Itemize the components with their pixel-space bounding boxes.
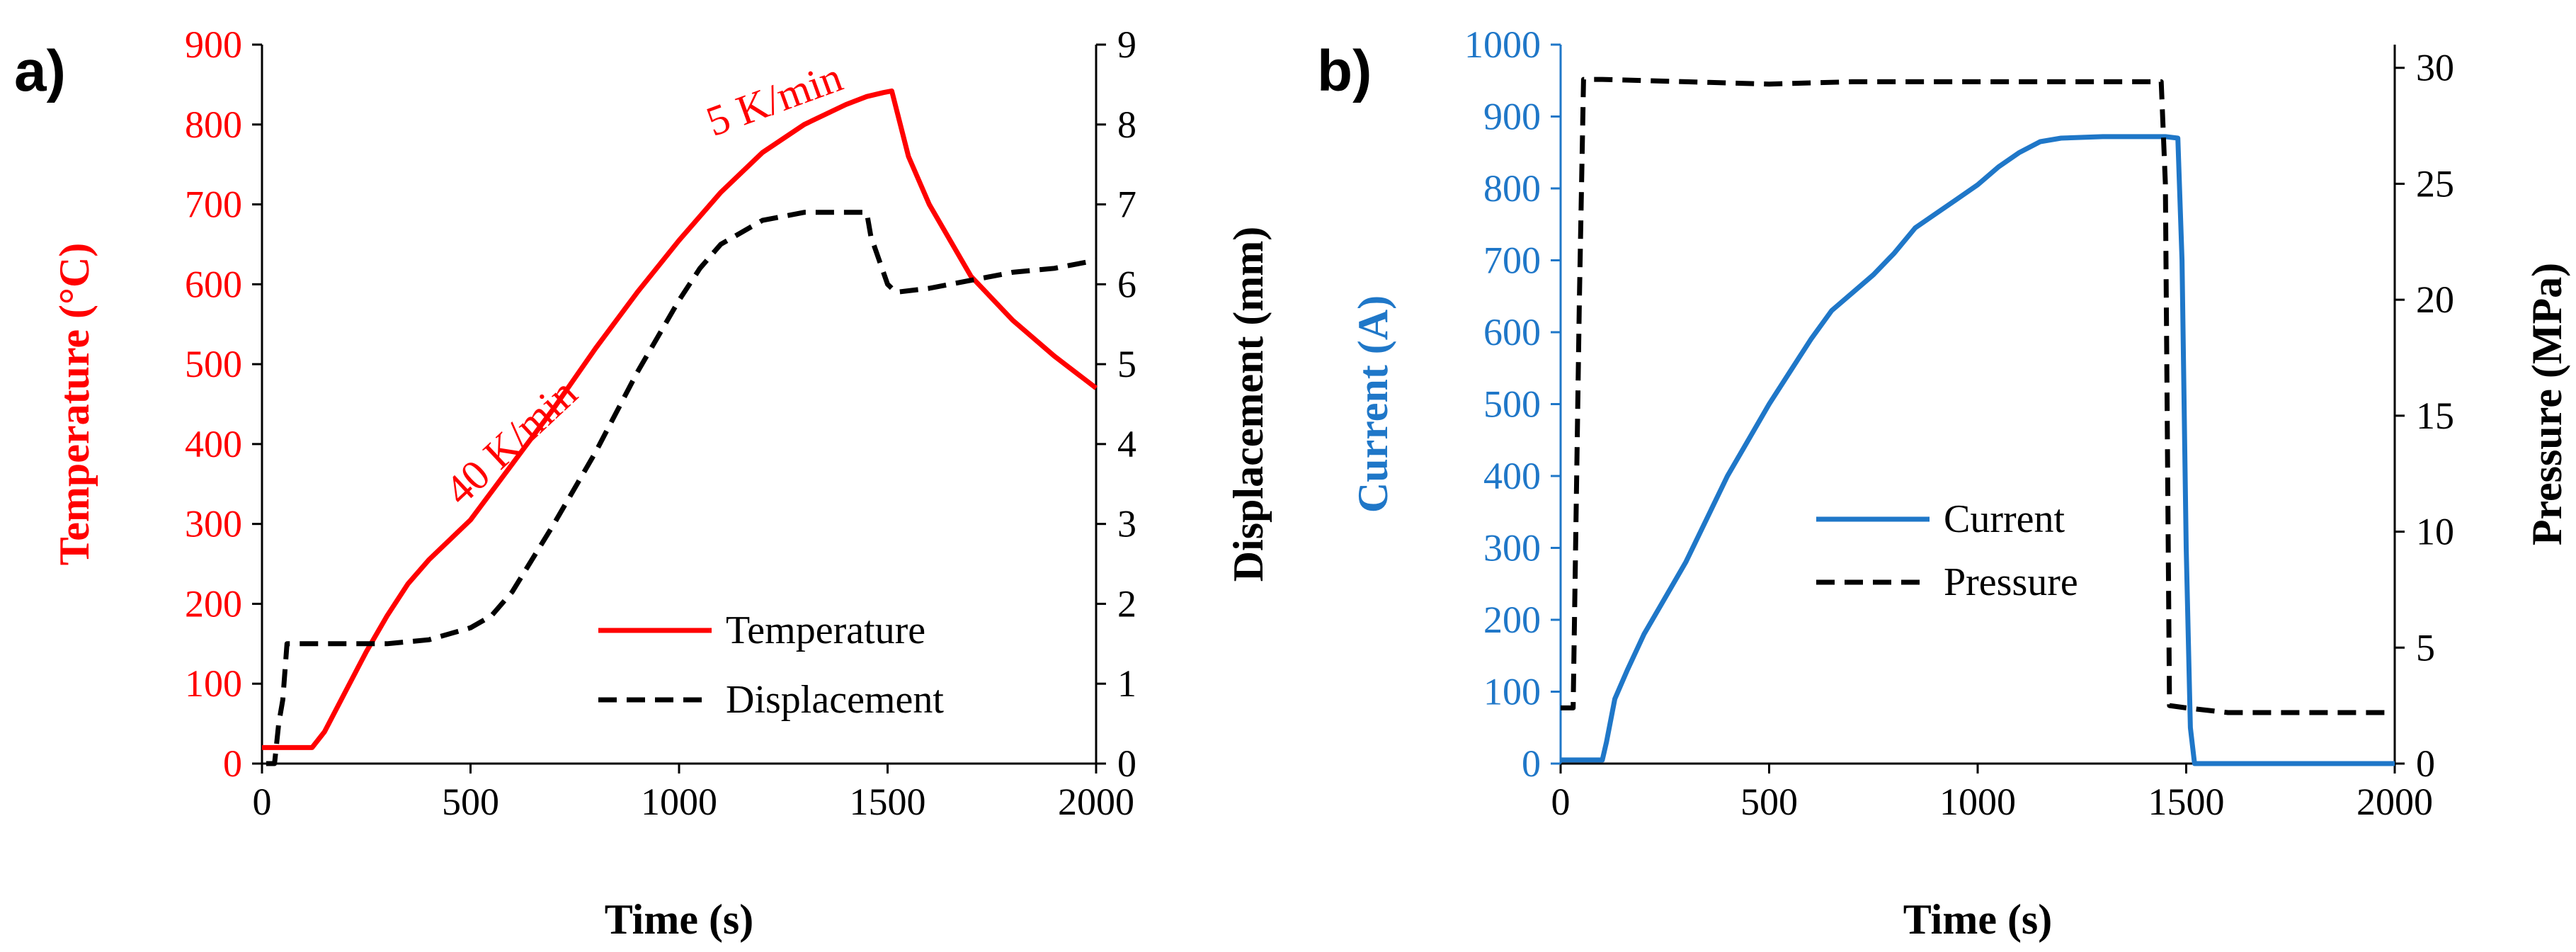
- y-right-tick-label: 25: [2416, 162, 2454, 205]
- legend-label-displacement: Displacement: [726, 678, 944, 722]
- chart-a: 0 500 1000 1500 2000010020030040050060070080…: [51, 23, 1272, 943]
- y-left-tick-label: 900: [1483, 96, 1541, 138]
- annotation-rate-40: 40 K/min: [436, 370, 586, 514]
- y-right-tick-label: 9: [1117, 23, 1136, 66]
- y-left-tick-label: 600: [1483, 311, 1541, 353]
- y-right-tick-label: 7: [1117, 183, 1136, 226]
- annotation-rate-5: 5 K/min: [700, 53, 848, 145]
- y-left-tick-label: 600: [185, 263, 242, 305]
- y-left-tick-label: 500: [185, 343, 242, 385]
- y-left-tick-label: 300: [185, 503, 242, 545]
- y-right-tick-label: 5: [2416, 626, 2435, 669]
- legend-label-pressure: Pressure: [1944, 560, 2078, 604]
- x-tick-label: 1500: [2148, 781, 2225, 823]
- y-left-tick-label: 400: [1483, 455, 1541, 497]
- x-tick-label: 1000: [1939, 781, 2016, 823]
- panel-a-label: a): [14, 39, 66, 103]
- y-left-tick-label: 700: [185, 183, 242, 226]
- y-right-tick-label: 20: [2416, 278, 2454, 321]
- x-axis-title: Time (s): [1903, 896, 2053, 943]
- y-right-tick-label: 6: [1117, 263, 1136, 305]
- y-left-axis-title: Temperature (°C): [51, 243, 98, 566]
- y-left-tick-label: 200: [185, 582, 242, 625]
- y-right-tick-label: 15: [2416, 395, 2454, 437]
- y-right-tick-label: 2: [1117, 582, 1136, 625]
- y-left-tick-label: 900: [185, 23, 242, 66]
- y-right-axis-title: Pressure (MPa): [2524, 263, 2570, 545]
- y-left-tick-label: 500: [1483, 383, 1541, 426]
- legend-label-temperature: Temperature: [726, 608, 925, 652]
- y-right-tick-label: 1: [1117, 662, 1136, 705]
- y-left-tick-label: 400: [185, 423, 242, 465]
- y-right-tick-label: 10: [2416, 511, 2454, 553]
- x-tick-label: 500: [1740, 781, 1798, 823]
- x-tick-label: 0: [1551, 781, 1571, 823]
- x-tick-label: 2000: [1058, 781, 1134, 823]
- x-tick-label: 0: [253, 781, 272, 823]
- y-right-tick-label: 4: [1117, 423, 1136, 465]
- series-line-pressure: [1561, 76, 2395, 715]
- y-right-tick-label: 30: [2416, 47, 2454, 89]
- series-line-temperature: [262, 88, 1098, 750]
- y-left-axis-title: Current (A): [1350, 295, 1396, 513]
- x-tick-label: 2000: [2356, 781, 2433, 823]
- y-left-tick-label: 0: [223, 742, 242, 785]
- x-tick-label: 1000: [641, 781, 717, 823]
- y-left-tick-label: 700: [1483, 239, 1541, 282]
- y-left-tick-label: 300: [1483, 527, 1541, 570]
- y-right-tick-label: 0: [1117, 742, 1136, 785]
- y-right-tick-label: 3: [1117, 503, 1136, 545]
- x-tick-label: 1500: [850, 781, 926, 823]
- y-left-tick-label: 100: [185, 662, 242, 705]
- series-line-displacement: [266, 210, 1097, 766]
- chart-b: 0 500 1000 1500 2000010020030040050060070080…: [1350, 23, 2570, 943]
- series-line-current: [1561, 134, 2395, 766]
- y-right-axis-title: Displacement (mm): [1225, 227, 1272, 582]
- y-left-tick-label: 0: [1522, 742, 1541, 785]
- y-left-tick-label: 800: [185, 103, 242, 146]
- y-right-tick-label: 8: [1117, 103, 1136, 146]
- panel-b-label: b): [1317, 39, 1372, 103]
- x-tick-label: 500: [442, 781, 499, 823]
- x-axis-title: Time (s): [605, 896, 754, 943]
- y-left-tick-label: 100: [1483, 671, 1541, 713]
- y-left-tick-label: 200: [1483, 599, 1541, 641]
- y-left-tick-label: 800: [1483, 167, 1541, 210]
- legend-label-current: Current: [1944, 497, 2065, 541]
- y-right-tick-label: 0: [2416, 742, 2435, 785]
- y-right-tick-label: 5: [1117, 343, 1136, 385]
- y-left-tick-label: 1000: [1464, 23, 1541, 66]
